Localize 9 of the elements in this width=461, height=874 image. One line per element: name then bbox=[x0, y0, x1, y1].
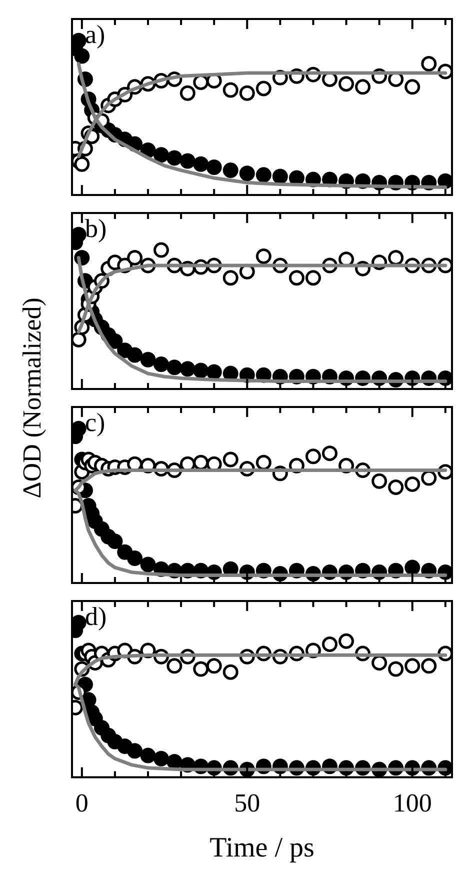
annotation: d) bbox=[85, 602, 107, 631]
x-tick-label: 50 bbox=[234, 788, 260, 818]
x-axis-title: Time / ps bbox=[210, 832, 314, 864]
annotation: b) bbox=[85, 214, 107, 243]
annotation: c) bbox=[85, 408, 106, 437]
x-tick-label: 100 bbox=[392, 788, 432, 818]
y-axis-title: ΔOD (Normalized) bbox=[16, 298, 47, 498]
annotation: a) bbox=[85, 20, 106, 49]
x-tick-label: 0 bbox=[75, 788, 88, 818]
